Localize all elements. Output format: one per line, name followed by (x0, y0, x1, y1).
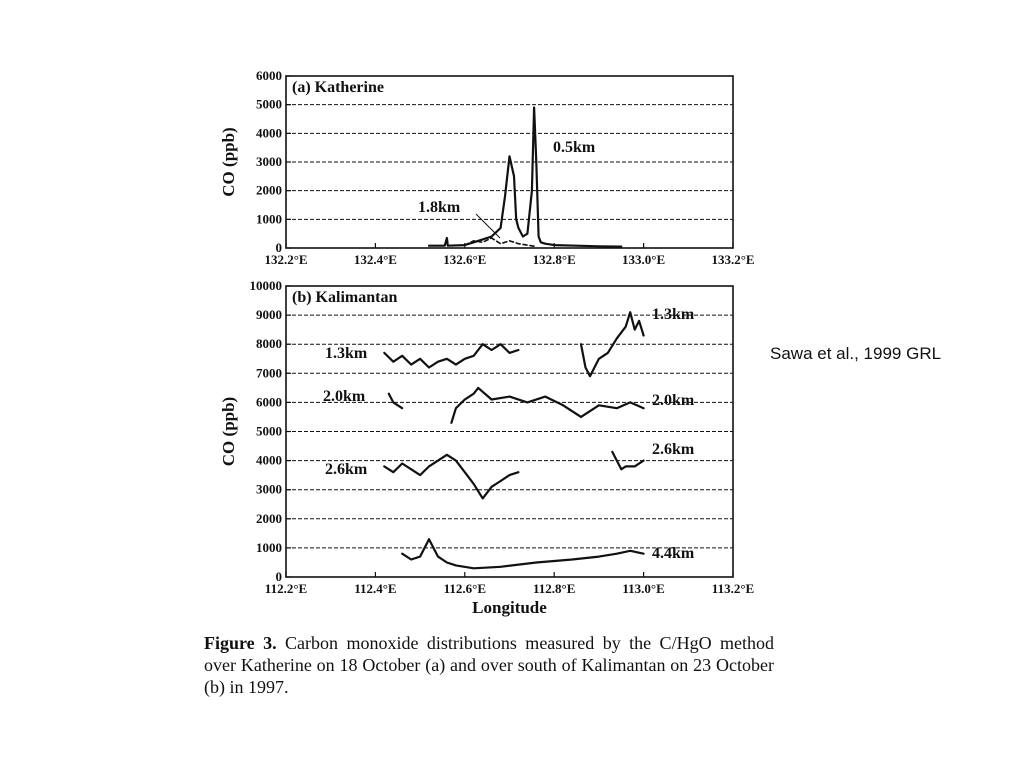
x-tick-label: 112.8°E (533, 581, 575, 596)
y-tick-label: 0 (276, 240, 283, 255)
y-tick-label: 9000 (256, 307, 282, 322)
series-label-right: 1.3km (652, 306, 695, 323)
x-tick-label: 112.6°E (444, 581, 486, 596)
x-tick-label: 132.2°E (264, 252, 307, 267)
x-tick-label: 113.2°E (712, 581, 754, 596)
series-label-right: 2.0km (652, 392, 695, 409)
series-label: 1.8km (418, 199, 461, 216)
plot-frame (285, 75, 734, 249)
y-tick-label: 3000 (256, 154, 282, 169)
x-tick-label: 112.4°E (354, 581, 396, 596)
y-tick-label: 3000 (256, 482, 282, 497)
y-tick-label: 5000 (256, 424, 282, 439)
y-axis-label: CO (ppb) (219, 397, 238, 466)
label-leader-line (475, 213, 501, 239)
figure-caption-lead: Figure 3. (204, 633, 277, 653)
y-tick-label: 1000 (256, 540, 282, 555)
y-tick-label: 0 (276, 569, 283, 584)
y-tick-label: 4000 (256, 125, 282, 140)
x-tick-label: 133.0°E (622, 252, 665, 267)
x-tick-label: 132.8°E (533, 252, 576, 267)
series-line-1-3km (383, 343, 520, 369)
y-tick-label: 6000 (256, 394, 282, 409)
series-line-2-0km (450, 386, 645, 424)
y-tick-label: 4000 (256, 453, 282, 468)
y-tick-label: 2000 (256, 511, 282, 526)
series-line-4-4km (401, 538, 645, 570)
x-tick-label: 132.4°E (354, 252, 397, 267)
figure-caption: Figure 3. Carbon monoxide distributions … (204, 632, 774, 698)
x-tick-label: 113.0°E (622, 581, 664, 596)
y-tick-label: 2000 (256, 183, 282, 198)
series-line-0-5km (427, 106, 623, 248)
y-axis-label: CO (ppb) (219, 127, 238, 196)
plot-frame (285, 285, 734, 578)
series-label-right: 4.4km (652, 545, 695, 562)
x-tick-label: 132.6°E (443, 252, 486, 267)
series-line-2-6km (611, 450, 645, 471)
y-tick-label: 1000 (256, 211, 282, 226)
chart-panel-b: 0 1000 2000 3000 4000 5000 6000 7000 8000 9000 100… (219, 278, 754, 617)
series-line-2-6km (383, 453, 520, 500)
y-tick-label: 6000 (256, 68, 282, 83)
y-tick-label: 5000 (256, 97, 282, 112)
series-label-right: 2.6km (652, 441, 695, 458)
panel-title: (b) Kalimantan (292, 289, 397, 306)
series-label-left: 2.6km (325, 461, 368, 478)
figure-caption-text: Carbon monoxide distributions measured b… (204, 633, 774, 697)
series-label-left: 2.0km (323, 388, 366, 405)
x-tick-label: 112.2°E (265, 581, 307, 596)
series-line-1-8km (463, 237, 538, 248)
series-label: 0.5km (553, 139, 596, 156)
series-line-1-3km (579, 311, 645, 378)
series-line-2-0km (387, 392, 404, 410)
panel-title: (a) Katherine (292, 79, 384, 96)
series-label-left: 1.3km (325, 345, 368, 362)
citation-text: Sawa et al., 1999 GRL (770, 344, 942, 363)
x-tick-label: 133.2°E (711, 252, 754, 267)
chart-panel-a: 0 1000 2000 3000 4000 5000 6000 132.2°E 132.4°E 1… (219, 68, 755, 267)
x-axis-label: Longitude (472, 598, 547, 617)
y-tick-label: 8000 (256, 336, 282, 351)
y-tick-label: 7000 (256, 365, 282, 380)
y-tick-label: 10000 (250, 278, 283, 293)
